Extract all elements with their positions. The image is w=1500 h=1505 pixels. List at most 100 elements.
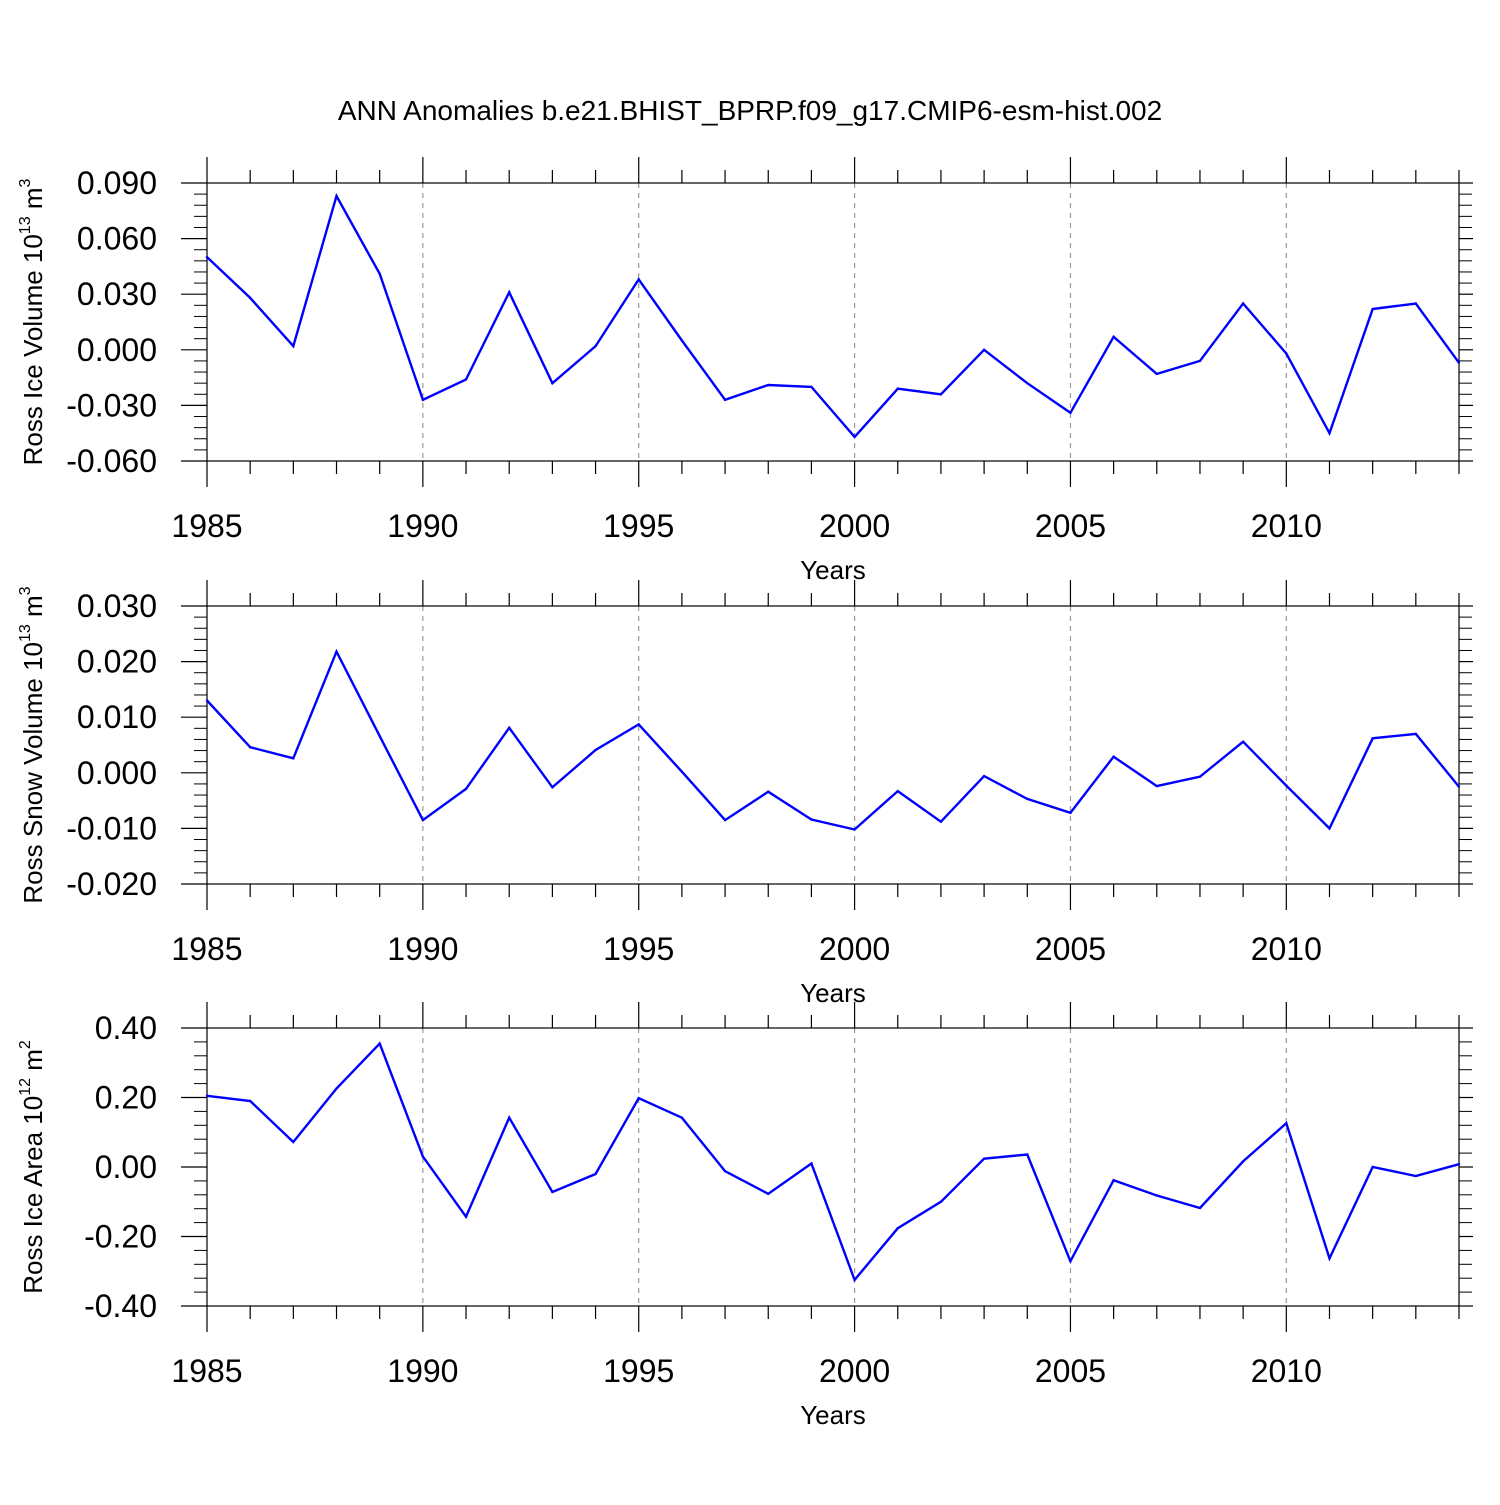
data-point	[335, 650, 338, 653]
y-axis-title-unit: m	[18, 187, 48, 216]
data-point	[464, 787, 468, 791]
data-point	[637, 1096, 640, 1100]
data-point	[896, 387, 899, 390]
y-tick-label: 0.030	[77, 588, 157, 624]
y-tick-label: -0.010	[66, 810, 157, 846]
y-tick-label: 0.060	[77, 221, 157, 257]
data-point	[1328, 432, 1331, 435]
data-point	[292, 757, 295, 760]
data-point	[939, 820, 943, 823]
data-point	[378, 272, 381, 276]
data-point	[1457, 1163, 1461, 1166]
data-point	[1069, 811, 1072, 815]
y-axis-title-exponent: 12	[17, 1078, 34, 1096]
data-point	[1112, 755, 1115, 758]
data-point	[1026, 1153, 1029, 1156]
data-point	[421, 818, 425, 822]
y-axis-title: Ross Ice Area 1012 m2	[17, 1040, 48, 1294]
y-tick-label: -0.020	[66, 866, 157, 902]
x-tick-label: 1995	[603, 508, 674, 544]
data-point	[1241, 1160, 1245, 1163]
data-point	[1285, 784, 1288, 787]
data-point	[853, 435, 856, 439]
data-point	[680, 1116, 684, 1119]
data-point	[508, 726, 511, 729]
data-point	[594, 1172, 597, 1176]
y-tick-label: -0.40	[84, 1288, 157, 1324]
data-point	[1285, 1122, 1288, 1125]
x-tick-label: 1985	[171, 1353, 242, 1389]
data-point	[896, 789, 899, 793]
data-point	[680, 770, 684, 773]
x-tick-label: 1995	[603, 1353, 674, 1389]
y-axis-title-unit: m	[18, 595, 48, 624]
data-point	[637, 278, 640, 281]
y-tick-label: 0.090	[77, 165, 157, 201]
x-axis-title: Years	[800, 978, 866, 1008]
y-tick-label: -0.20	[84, 1219, 157, 1255]
y-tick-label: 0.20	[95, 1080, 157, 1116]
x-axis-title: Years	[800, 1400, 866, 1430]
data-point	[1069, 1259, 1072, 1263]
plot-frame	[206, 182, 1460, 462]
plot-frame	[206, 605, 1460, 885]
y-axis-title-text: Ross Snow Volume 10	[18, 642, 48, 904]
data-point	[939, 1200, 943, 1203]
y-tick-label: 0.000	[77, 755, 157, 791]
data-point	[508, 1116, 511, 1119]
y-tick-label: -0.030	[66, 387, 157, 423]
series-line	[206, 1041, 1460, 1283]
y-axis-title: Ross Ice Volume 1013 m3	[17, 178, 48, 465]
x-tick-label: 2005	[1035, 1353, 1106, 1389]
data-point	[1414, 302, 1418, 305]
x-tick-label: 2000	[819, 1353, 890, 1389]
data-point	[1328, 1257, 1331, 1260]
data-point	[810, 385, 813, 389]
y-axis-title-text: Ross Ice Area 10	[18, 1096, 48, 1294]
data-point	[1457, 361, 1461, 364]
data-point	[594, 748, 597, 752]
data-point	[464, 378, 468, 381]
data-point	[1414, 732, 1418, 736]
data-point	[464, 1215, 468, 1218]
y-axis-title-unit: m	[18, 1049, 48, 1078]
y-axis-title-unit-exponent: 3	[17, 586, 34, 595]
data-point	[1241, 740, 1245, 743]
x-tick-label: 1990	[387, 1353, 458, 1389]
x-tick-label: 2005	[1035, 931, 1106, 967]
chart-title: ANN Anomalies b.e21.BHIST_BPRP.f09_g17.C…	[338, 95, 1162, 126]
data-point	[1241, 302, 1245, 305]
data-point	[1155, 372, 1158, 376]
y-tick-label: 0.010	[77, 699, 157, 735]
y-tick-label: 0.40	[95, 1010, 157, 1046]
data-point	[723, 1169, 727, 1173]
data-point	[767, 383, 770, 387]
data-point	[1285, 352, 1288, 355]
data-point	[939, 393, 943, 396]
data-point	[292, 1140, 295, 1144]
y-tick-label: 0.020	[77, 644, 157, 680]
data-point	[551, 1190, 554, 1194]
data-point	[1069, 411, 1072, 415]
y-axis-title-unit-exponent: 2	[17, 1040, 34, 1049]
x-tick-label: 1985	[171, 508, 242, 544]
y-axis-title-exponent: 13	[17, 624, 34, 642]
data-point	[853, 1278, 856, 1282]
data-point	[1371, 1165, 1374, 1169]
data-point	[248, 296, 252, 300]
data-point	[378, 734, 381, 738]
data-point	[248, 746, 252, 749]
data-point	[248, 1099, 252, 1103]
data-point	[1198, 359, 1202, 363]
y-tick-label: 0.00	[95, 1149, 157, 1185]
data-point	[1198, 775, 1202, 778]
data-point	[1371, 307, 1374, 311]
data-point	[982, 1157, 986, 1160]
data-point	[551, 381, 554, 385]
data-point	[767, 1192, 770, 1195]
data-point	[723, 398, 727, 402]
x-tick-label: 2000	[819, 931, 890, 967]
data-point	[1371, 737, 1374, 740]
data-point	[378, 1042, 381, 1045]
